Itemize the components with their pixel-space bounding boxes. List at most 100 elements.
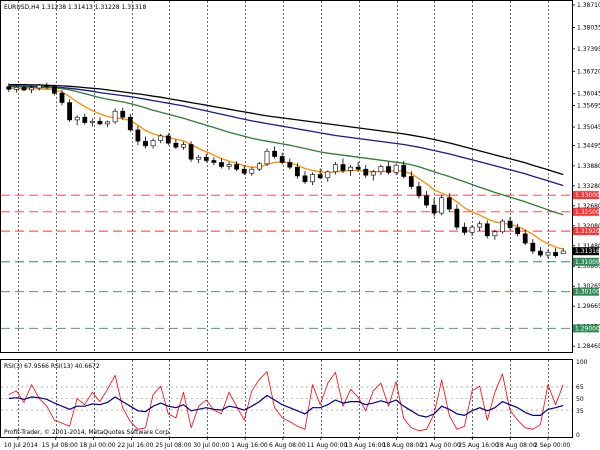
candle-body [317,174,323,179]
time-tick-label: 13 Aug 16:00 [345,442,386,449]
candle-body [537,250,543,256]
rsi-indicator [8,371,564,432]
candle-body [507,220,513,229]
candle-body [150,140,156,147]
price-tick-label: 1.30265 [577,283,600,290]
price-tick-label: 1.31480 [577,243,600,250]
time-axis[interactable]: 10 Jul 2014 15 Jul 08:00 18 Jul 00:00 22 Ju… [4,437,571,449]
candle-body [492,231,498,237]
level-price-box[interactable] [573,207,599,216]
candle-body [135,129,141,142]
time-tick-label: 28 Aug 08:00 [496,442,537,449]
time-tick-label: 10 Jul 2014 [4,442,38,449]
price-tick-label: 1.33880 [577,163,600,170]
candle-body [454,208,460,228]
candles [6,82,566,259]
candle-body [462,226,467,233]
candle-body [325,171,331,179]
price-axis[interactable]: 1.38710 1.38035 1.37395 1.36720 1.36045 1.356… [572,2,600,350]
current-price-box [573,247,599,256]
horizontal-levels[interactable] [1,194,572,329]
level-price-label: 1.31000 [575,259,600,266]
candle-body [340,164,346,171]
candle-body [363,168,369,176]
price-tick-label: 1.35045 [577,124,600,131]
candle-body [264,150,270,165]
price-tick-label: 1.38035 [577,25,600,32]
time-tick-label: 2 Sep 00:00 [534,442,570,449]
candle-body [165,135,171,144]
time-tick-label: 25 Jul 08:00 [155,442,191,449]
candle-body [279,156,285,163]
time-tick-label: 30 Jul 00:00 [193,442,229,449]
candle-body [249,168,255,174]
time-tick-label: 21 Aug 00:00 [420,442,461,449]
time-tick-label: 18 Jul 00:00 [80,442,116,449]
candle-body [82,116,88,123]
main-plot-border [0,0,573,353]
candle-body [97,120,103,125]
rsi-scale-min: 0 [576,432,580,439]
candle-body [74,116,80,121]
candle-body [408,176,414,187]
level-price-label: 1.33000 [575,192,600,199]
candle-body [44,85,50,87]
level-price-box[interactable] [573,257,599,266]
rsi-header: RSI(3) 67.9566 RSI(13) 40.6672 [4,363,100,370]
rsi-slow-line [8,394,564,418]
price-tick-label: 1.37395 [577,46,600,53]
level-price-box[interactable] [573,191,599,200]
candle-body [219,162,224,167]
candle-body [401,164,407,177]
candle-body [196,156,202,160]
ma-fast-line [8,87,564,250]
price-tick-label: 1.34495 [577,142,600,149]
candle-body [500,220,505,233]
grid [1,1,572,437]
candle-body [348,166,353,171]
level-price-box[interactable] [573,287,599,296]
time-tick-label: 6 Aug 08:00 [269,442,306,449]
candle-body [515,227,520,235]
price-tick-label: 1.29665 [577,303,600,310]
symbol-header: EURUSD,H4 1.31238 1.31413 1.31228 1.3131… [4,4,146,11]
candle-body [287,162,293,168]
candle-body [439,197,445,214]
rsi-level-50: 50 [576,396,584,403]
time-tick-label: 1 Aug 16:00 [231,442,268,449]
level-price-box[interactable] [573,324,599,333]
price-tick-label: 1.28465 [577,343,600,350]
time-tick-label: 11 Aug 00:00 [307,442,348,449]
time-tick-label: 18 Aug 08:00 [383,442,424,449]
price-tick-label: 1.38710 [577,2,600,9]
time-tick-label: 15 Jul 08:00 [42,442,78,449]
candle-body [294,166,300,177]
level-price-box[interactable] [573,227,599,236]
candle-body [188,144,194,160]
candle-body [424,195,429,206]
rsi-plot-border [0,359,573,438]
candle-body [59,92,65,103]
time-tick-label: 22 Jul 16:00 [118,442,154,449]
candle-body [203,156,209,161]
candle-body [386,166,391,173]
candle-body [302,175,308,183]
price-tick-label: 1.35695 [577,102,600,109]
candle-body [21,87,27,91]
rsi-level-35: 35 [576,408,584,415]
candle-body [29,87,34,91]
candle-body [6,86,12,90]
candle-body [226,164,232,167]
candle-body [241,168,247,174]
moving-averages [8,83,564,250]
candle-body [545,252,551,256]
time-tick-label: 25 Aug 16:00 [458,442,499,449]
level-price-label: 1.31920 [575,228,600,235]
candle-body [51,86,57,94]
candle-body [416,186,422,197]
rsi-fast-line [8,371,564,432]
price-tick-label: 1.32680 [577,203,600,210]
candle-body [173,142,179,148]
